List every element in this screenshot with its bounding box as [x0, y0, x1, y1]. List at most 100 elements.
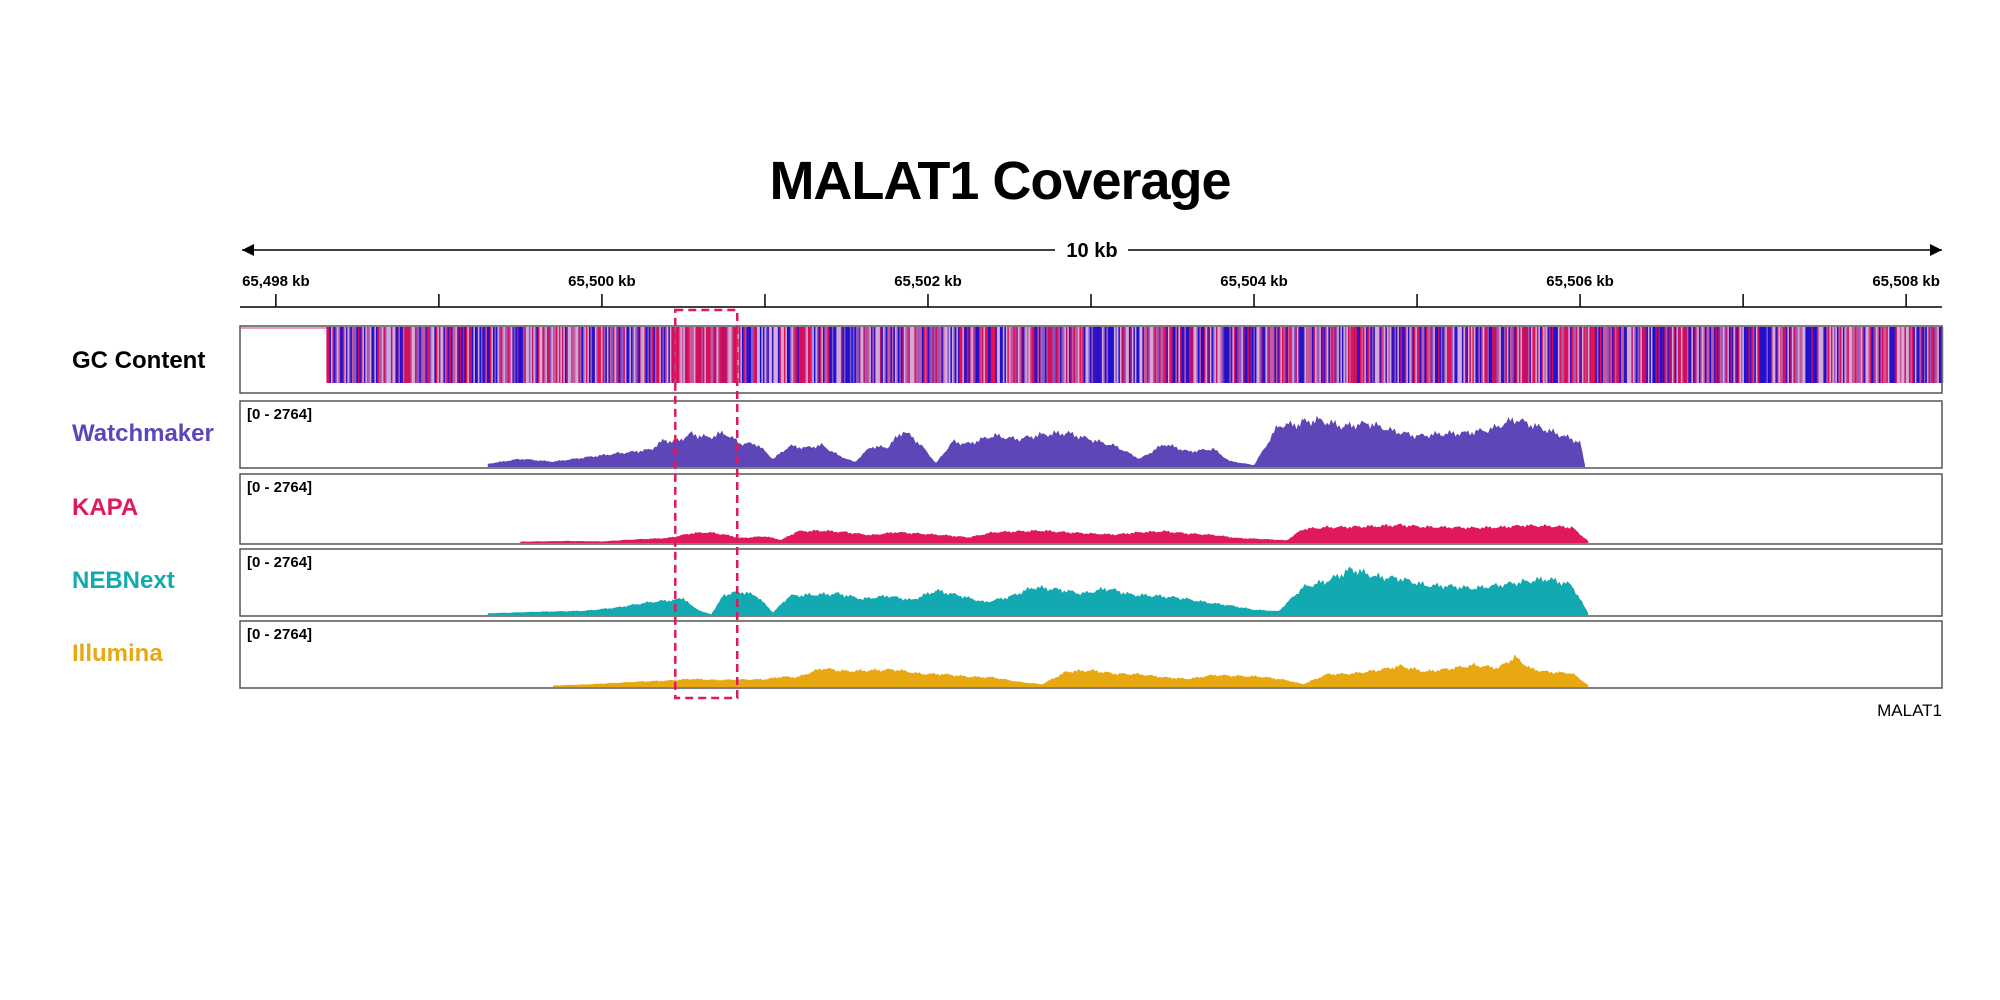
gc-bar — [1170, 327, 1173, 383]
gc-bar — [1865, 327, 1868, 383]
gc-bar — [1661, 327, 1664, 383]
gc-bar — [1812, 327, 1815, 383]
gc-bar — [1484, 327, 1487, 383]
gc-bar — [833, 327, 836, 383]
gc-bar — [1331, 327, 1334, 383]
gc-bar — [1640, 327, 1643, 383]
gc-bar — [1184, 327, 1187, 383]
gc-bar — [531, 327, 534, 383]
span-ruler: 10 kb — [242, 240, 1942, 262]
gc-bar — [809, 327, 812, 383]
gc-bar — [1524, 327, 1527, 383]
gc-bar — [452, 327, 455, 383]
gc-bar — [398, 327, 401, 383]
gc-bar — [464, 327, 467, 383]
gc-bar — [938, 327, 941, 383]
gc-bar — [1686, 327, 1689, 383]
gc-bar — [1815, 327, 1818, 383]
gc-bar — [1289, 327, 1292, 383]
gc-bar — [840, 327, 843, 383]
gc-bar — [407, 327, 410, 383]
gc-bar — [329, 327, 332, 383]
gc-bar — [1356, 327, 1359, 383]
gc-bar — [1601, 327, 1604, 383]
gc-bar — [1101, 327, 1104, 383]
gc-bar — [627, 327, 630, 383]
gc-bar — [453, 327, 456, 383]
gc-bar — [1059, 327, 1062, 383]
gc-bar — [1065, 327, 1068, 383]
gc-bar — [1322, 327, 1325, 383]
gc-bar — [855, 327, 858, 383]
gc-bar — [956, 327, 959, 383]
gc-bar — [1703, 327, 1706, 383]
gc-bar — [1623, 327, 1626, 383]
gc-bar — [1521, 327, 1524, 383]
gc-bar — [1905, 327, 1908, 383]
gc-bar — [458, 327, 461, 383]
gc-bar — [1682, 327, 1685, 383]
gc-bar — [1449, 327, 1452, 383]
gc-bar — [1335, 327, 1338, 383]
gc-bar — [1523, 327, 1526, 383]
gc-bar — [894, 327, 897, 383]
gc-bar — [1485, 327, 1488, 383]
gc-bar — [1440, 327, 1443, 383]
gc-bar — [1200, 327, 1203, 383]
gc-bar — [1223, 327, 1226, 383]
coverage-track-nebnext: NEBNext [0 - 2764] — [72, 548, 1943, 617]
gc-bar — [1397, 327, 1400, 383]
gc-bar — [1911, 327, 1914, 383]
gc-bar — [1050, 327, 1053, 383]
gc-bar — [948, 327, 951, 383]
gc-bar — [1665, 327, 1668, 383]
gc-bar — [1613, 327, 1616, 383]
gc-bar — [1935, 327, 1938, 383]
gc-bar — [1671, 327, 1674, 383]
gc-bar — [1710, 327, 1713, 383]
gc-bar — [875, 327, 878, 383]
gc-bar — [675, 327, 678, 383]
gc-bar — [765, 327, 768, 383]
gc-bar — [1017, 327, 1020, 383]
gc-bar — [1851, 327, 1854, 383]
gc-bar — [845, 327, 848, 383]
gc-bar — [1100, 327, 1103, 383]
gc-bar — [1481, 327, 1484, 383]
gc-bar — [992, 327, 995, 383]
gc-bar — [1503, 327, 1506, 383]
gc-bar — [456, 327, 459, 383]
gc-bar — [695, 327, 698, 383]
gc-bar — [764, 327, 767, 383]
gc-bar — [843, 327, 846, 383]
gc-bar — [915, 327, 918, 383]
gc-bar — [1118, 327, 1121, 383]
gc-bar — [1727, 327, 1730, 383]
gc-bar — [1109, 327, 1112, 383]
gc-bar — [1532, 327, 1535, 383]
gc-bar — [996, 327, 999, 383]
gc-bar — [1491, 327, 1494, 383]
gc-bar — [771, 327, 774, 383]
gc-bar — [1298, 327, 1301, 383]
gc-bar — [1584, 327, 1587, 383]
gc-bar — [1214, 327, 1217, 383]
gc-bar — [1619, 327, 1622, 383]
gc-bar — [1872, 327, 1875, 383]
tick-label: 65,508 kb — [1872, 273, 1940, 290]
gc-bar — [960, 327, 963, 383]
gc-bar — [1863, 327, 1866, 383]
tick-label: 65,506 kb — [1546, 273, 1614, 290]
gc-bar — [1920, 327, 1923, 383]
gc-bar — [852, 327, 855, 383]
gc-bar — [734, 327, 737, 383]
gc-bar — [647, 327, 650, 383]
gc-bar — [863, 327, 866, 383]
coverage-area — [553, 654, 1589, 687]
gc-bar — [861, 327, 864, 383]
gc-bar — [821, 327, 824, 383]
gc-bar — [1755, 327, 1758, 383]
gc-bar — [1631, 327, 1634, 383]
gc-bar — [1770, 327, 1773, 383]
gc-bar — [1172, 327, 1175, 383]
